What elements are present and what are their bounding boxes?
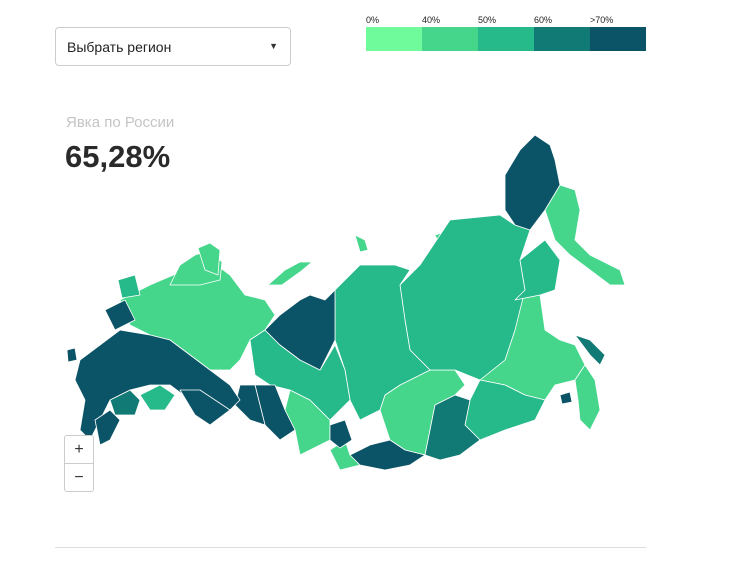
- region[interactable]: [267, 261, 313, 286]
- region[interactable]: [264, 289, 336, 371]
- zoom-controls: + −: [64, 435, 94, 492]
- region[interactable]: [349, 439, 426, 471]
- divider: [55, 547, 646, 548]
- color-legend: 0% 40% 50% 60% >70%: [366, 15, 646, 51]
- legend-label: >70%: [590, 15, 614, 25]
- region-select-label: Выбрать регион: [67, 39, 172, 55]
- region[interactable]: [104, 299, 136, 331]
- region[interactable]: [354, 234, 369, 253]
- region[interactable]: [544, 184, 626, 286]
- legend-swatch: [590, 27, 646, 51]
- region[interactable]: [139, 384, 176, 411]
- caret-down-icon: ▼: [269, 41, 278, 51]
- turnout-value: 65,28%: [65, 139, 171, 174]
- region[interactable]: [94, 409, 121, 446]
- region[interactable]: [329, 419, 353, 449]
- region[interactable]: [504, 134, 561, 231]
- region[interactable]: [574, 334, 606, 366]
- region[interactable]: [179, 389, 231, 426]
- legend-label: 50%: [478, 15, 497, 25]
- legend-swatch: [534, 27, 590, 51]
- region[interactable]: [514, 239, 561, 301]
- legend-swatch: [478, 27, 534, 51]
- zoom-in-button[interactable]: +: [74, 441, 84, 458]
- legend-swatch: [366, 27, 422, 51]
- region[interactable]: [117, 274, 141, 299]
- legend-label: 0%: [366, 15, 380, 25]
- region[interactable]: [559, 391, 573, 405]
- region[interactable]: [574, 364, 601, 431]
- zoom-out-button[interactable]: −: [65, 463, 93, 491]
- legend-label: 40%: [422, 15, 441, 25]
- turnout-label: Явка по России: [66, 114, 175, 131]
- region[interactable]: [197, 242, 221, 276]
- region[interactable]: [66, 347, 78, 363]
- region-select[interactable]: Выбрать регион ▼: [55, 27, 291, 66]
- legend-label: 60%: [534, 15, 553, 25]
- legend-swatch: [422, 27, 478, 51]
- region[interactable]: [424, 394, 481, 461]
